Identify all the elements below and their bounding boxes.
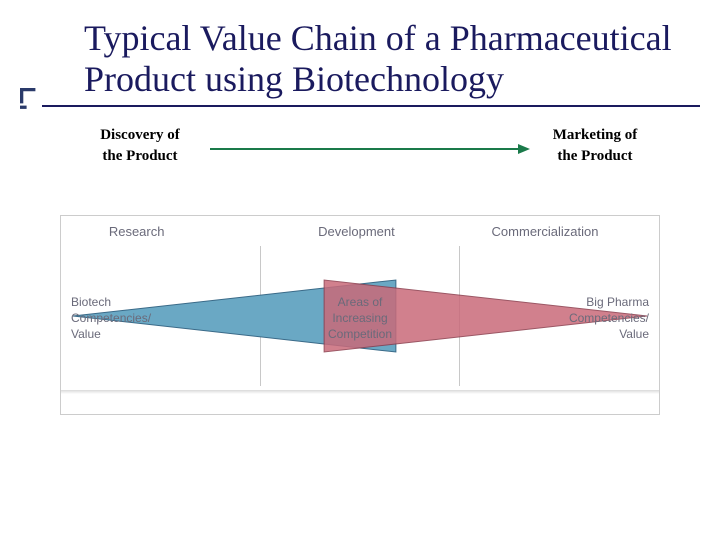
phase-development: Development — [318, 224, 395, 239]
biotech-label: BiotechCompetencies/Value — [71, 294, 171, 343]
label-discovery: Discovery of the Product — [80, 125, 200, 167]
phase-headers: Research Development Commercialization — [61, 224, 659, 246]
page-title: Typical Value Chain of a Pharmaceutical … — [42, 0, 700, 107]
pharma-label: Big PharmaCompetencies/Value — [549, 294, 649, 343]
corner-accent-icon — [20, 88, 42, 110]
value-chain-diagram: Research Development Commercialization B… — [60, 215, 660, 415]
value-chain-arrow — [210, 141, 530, 149]
label-discovery-line1: Discovery of — [100, 127, 180, 143]
label-marketing-line1: Marketing of — [553, 127, 638, 143]
label-marketing-line2: the Product — [557, 148, 632, 164]
labels-row: Discovery of the Product Marketing of th… — [0, 125, 720, 185]
phase-research: Research — [109, 224, 165, 239]
competition-label: Areas ofIncreasingCompetition — [300, 294, 420, 343]
diagram-shadow — [61, 390, 659, 394]
label-discovery-line2: the Product — [102, 148, 177, 164]
label-marketing: Marketing of the Product — [530, 125, 660, 167]
phase-commercialization: Commercialization — [492, 224, 599, 239]
